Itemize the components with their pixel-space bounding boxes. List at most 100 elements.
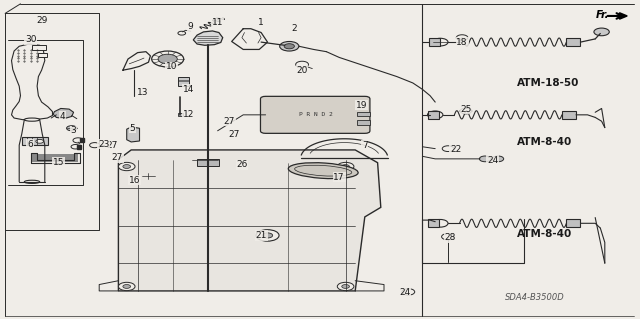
- Bar: [38, 53, 47, 57]
- Text: 23: 23: [98, 140, 109, 149]
- Bar: [22, 137, 48, 145]
- Circle shape: [594, 28, 609, 36]
- Bar: [429, 38, 440, 46]
- Circle shape: [342, 165, 349, 168]
- Text: 2: 2: [292, 24, 297, 33]
- Text: 27: 27: [106, 141, 118, 150]
- Circle shape: [123, 165, 131, 168]
- Circle shape: [142, 173, 155, 179]
- Text: Fr.: Fr.: [596, 10, 609, 20]
- Circle shape: [402, 289, 415, 295]
- Circle shape: [73, 138, 83, 143]
- Text: 18: 18: [456, 38, 468, 47]
- Text: 10: 10: [166, 63, 177, 71]
- Text: 1: 1: [259, 18, 264, 27]
- Circle shape: [256, 230, 279, 241]
- Text: 6: 6: [28, 140, 33, 149]
- Text: 29: 29: [36, 16, 47, 25]
- Circle shape: [296, 61, 308, 68]
- Text: 26: 26: [236, 160, 248, 169]
- Bar: [240, 152, 256, 155]
- Text: 22: 22: [450, 145, 461, 154]
- Text: 15: 15: [53, 158, 65, 167]
- Text: 27: 27: [111, 153, 123, 162]
- Bar: [240, 164, 256, 167]
- Circle shape: [280, 41, 299, 51]
- Circle shape: [342, 285, 349, 288]
- Text: 19: 19: [356, 101, 367, 110]
- Text: 4: 4: [60, 112, 65, 121]
- Circle shape: [118, 282, 135, 291]
- Circle shape: [284, 44, 294, 49]
- Circle shape: [337, 282, 354, 291]
- Bar: [32, 154, 78, 162]
- Bar: [32, 45, 46, 50]
- Bar: [566, 219, 580, 227]
- Ellipse shape: [288, 163, 358, 179]
- Circle shape: [262, 233, 273, 238]
- Circle shape: [428, 111, 443, 119]
- Text: 27: 27: [228, 130, 239, 139]
- Bar: [178, 77, 189, 86]
- Text: 27: 27: [223, 117, 235, 126]
- Text: ATM-8-40: ATM-8-40: [517, 228, 572, 239]
- Circle shape: [492, 156, 504, 162]
- Text: 25: 25: [460, 105, 472, 114]
- Text: 24: 24: [487, 156, 499, 165]
- Bar: [240, 156, 256, 159]
- Circle shape: [90, 143, 100, 148]
- Text: 12: 12: [183, 110, 195, 119]
- FancyBboxPatch shape: [260, 96, 370, 133]
- Text: 9: 9: [188, 22, 193, 31]
- Circle shape: [442, 234, 454, 240]
- Text: 21: 21: [255, 231, 267, 240]
- Text: ATM-8-40: ATM-8-40: [517, 137, 572, 147]
- Polygon shape: [127, 127, 140, 142]
- Text: 13: 13: [137, 88, 148, 97]
- Text: 20: 20: [296, 66, 308, 75]
- Polygon shape: [53, 108, 74, 119]
- Text: 3: 3: [71, 126, 76, 135]
- Circle shape: [118, 162, 135, 171]
- Circle shape: [433, 38, 448, 46]
- Circle shape: [178, 31, 186, 35]
- Text: 5: 5: [130, 124, 135, 133]
- Bar: [428, 219, 439, 227]
- Circle shape: [67, 126, 77, 131]
- Circle shape: [460, 108, 472, 114]
- Ellipse shape: [24, 180, 40, 183]
- Bar: [178, 113, 183, 116]
- Circle shape: [158, 54, 177, 64]
- Text: 11: 11: [212, 18, 223, 27]
- Circle shape: [71, 145, 80, 149]
- Bar: [566, 38, 580, 46]
- Text: SDA4-B3500D: SDA4-B3500D: [504, 293, 564, 302]
- Text: 28: 28: [444, 233, 456, 242]
- Circle shape: [479, 156, 491, 162]
- Circle shape: [36, 139, 44, 143]
- Text: 16: 16: [129, 176, 140, 185]
- Circle shape: [337, 162, 354, 171]
- Polygon shape: [620, 13, 627, 19]
- Circle shape: [152, 51, 184, 67]
- Polygon shape: [118, 150, 381, 291]
- Text: P R N D 2: P R N D 2: [299, 112, 332, 117]
- Text: 7: 7: [362, 141, 367, 150]
- Bar: [562, 111, 576, 119]
- Bar: [428, 111, 439, 119]
- Text: 24: 24: [399, 288, 411, 297]
- Circle shape: [456, 35, 468, 41]
- Ellipse shape: [24, 118, 40, 121]
- Text: 17: 17: [333, 173, 345, 182]
- Circle shape: [123, 285, 131, 288]
- Text: 30: 30: [25, 35, 36, 44]
- Polygon shape: [12, 44, 52, 120]
- Polygon shape: [193, 31, 223, 45]
- Bar: [357, 112, 370, 116]
- Bar: [357, 120, 370, 125]
- Bar: [197, 159, 219, 166]
- Circle shape: [442, 146, 454, 152]
- Text: 14: 14: [183, 85, 195, 94]
- Bar: [32, 154, 78, 162]
- Circle shape: [433, 219, 448, 227]
